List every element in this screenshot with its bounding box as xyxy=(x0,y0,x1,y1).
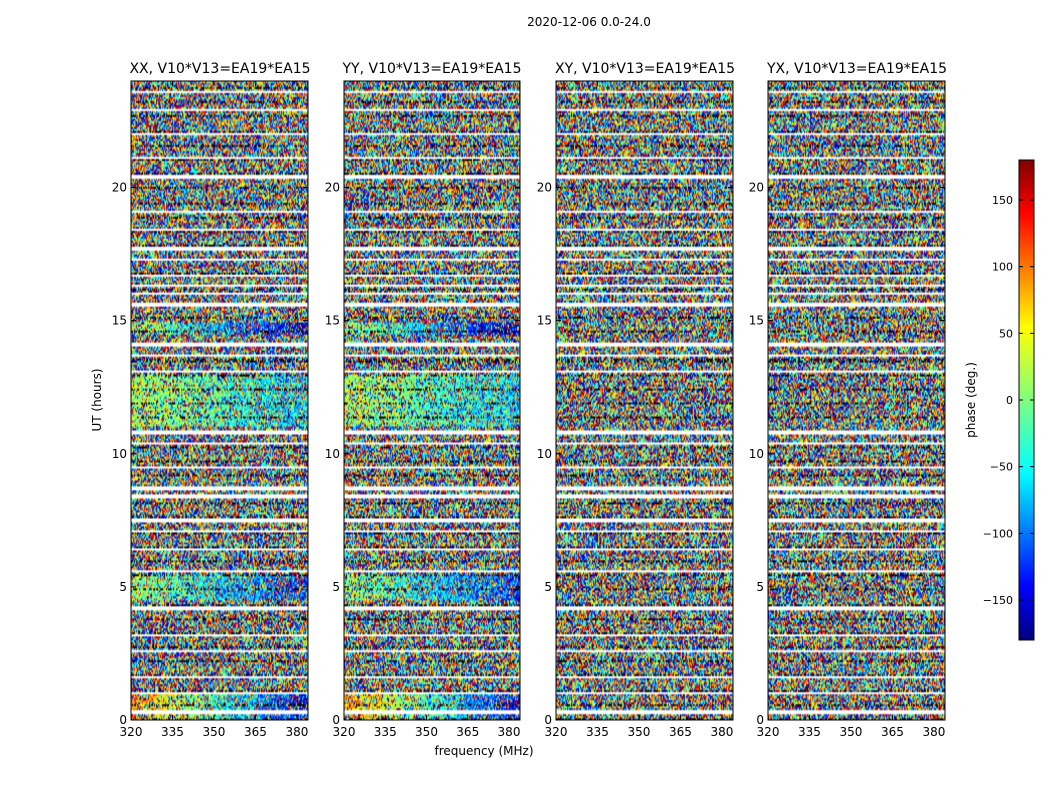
x-tick-label: 350 xyxy=(415,725,438,739)
figure-suptitle: 2020-12-06 0.0-24.0 xyxy=(527,15,651,29)
y-tick-label: 20 xyxy=(325,181,340,195)
colorbar-tick-label: 50 xyxy=(999,327,1013,340)
y-tick-label: 10 xyxy=(749,447,764,461)
colorbar-tick-label: −100 xyxy=(983,527,1013,540)
x-tick-label: 320 xyxy=(545,725,568,739)
panel-title-yx: YX, V10*V13=EA19*EA15 xyxy=(766,61,947,77)
y-tick-label: 15 xyxy=(112,314,127,328)
y-tick-label: 0 xyxy=(756,713,764,727)
y-tick-label: 0 xyxy=(544,713,552,727)
y-tick-label: 0 xyxy=(332,713,340,727)
y-tick-label: 20 xyxy=(112,181,127,195)
panel-title-xx: XX, V10*V13=EA19*EA15 xyxy=(129,61,310,77)
x-tick-label: 335 xyxy=(374,725,397,739)
y-tick-label: 5 xyxy=(544,580,552,594)
x-tick-label: 320 xyxy=(333,725,356,739)
x-tick-label: 365 xyxy=(244,725,267,739)
y-tick-label: 10 xyxy=(325,447,340,461)
colorbar-tick-label: 0 xyxy=(1006,394,1013,407)
x-tick-label: 380 xyxy=(922,725,945,739)
x-tick-label: 380 xyxy=(498,725,521,739)
x-tick-label: 335 xyxy=(798,725,821,739)
panel-frame-yy xyxy=(343,80,521,721)
y-tick-label: 10 xyxy=(112,447,127,461)
phase-heatmap-yx xyxy=(768,81,945,720)
x-tick-label: 350 xyxy=(840,725,863,739)
panel-xy: XY, V10*V13=EA19*EA15 320 335 350 365 380 0 5 1… xyxy=(537,61,735,739)
colorbar-tick-label: −150 xyxy=(983,594,1013,607)
y-tick-label: 5 xyxy=(332,580,340,594)
panel-xx: XX, V10*V13=EA19*EA15 320 335 350 365 380 0 5 1… xyxy=(112,61,311,739)
x-tick-label: 365 xyxy=(456,725,479,739)
y-axis-label: UT (hours) xyxy=(90,368,104,431)
x-axis-label: frequency (MHz) xyxy=(434,744,533,758)
y-tick-label: 15 xyxy=(537,314,552,328)
colorbar: 150 100 50 0 −50 −100 −150 phase (deg.) xyxy=(964,159,1035,641)
x-tick-label: 365 xyxy=(881,725,904,739)
x-tick-label: 335 xyxy=(586,725,609,739)
panel-title-xy: XY, V10*V13=EA19*EA15 xyxy=(555,61,735,77)
x-tick-label: 350 xyxy=(628,725,651,739)
y-tick-label: 5 xyxy=(756,580,764,594)
y-tick-label: 10 xyxy=(537,447,552,461)
phase-heatmap-xx xyxy=(131,81,308,720)
colorbar-tick-label: 150 xyxy=(992,194,1013,207)
colorbar-label: phase (deg.) xyxy=(964,362,978,438)
panel-yy: YY, V10*V13=EA19*EA15 320 335 350 365 380 0 5 1… xyxy=(325,61,522,739)
panel-frame-xx xyxy=(130,80,309,721)
colorbar-tick-label: 100 xyxy=(992,261,1013,274)
phase-heatmap-yy xyxy=(344,81,520,720)
y-tick-label: 0 xyxy=(119,713,127,727)
panel-frame-yx xyxy=(767,80,946,721)
x-tick-label: 380 xyxy=(710,725,733,739)
panel-title-yy: YY, V10*V13=EA19*EA15 xyxy=(342,61,522,77)
y-tick-label: 20 xyxy=(537,181,552,195)
x-tick-label: 320 xyxy=(757,725,780,739)
x-tick-label: 350 xyxy=(203,725,226,739)
y-tick-label: 20 xyxy=(749,181,764,195)
x-tick-label: 320 xyxy=(120,725,143,739)
panel-yx: YX, V10*V13=EA19*EA15 320 335 350 365 380 0 5 1… xyxy=(749,61,947,739)
x-tick-label: 365 xyxy=(669,725,692,739)
panel-frame-xy xyxy=(555,80,734,721)
y-tick-label: 15 xyxy=(325,314,340,328)
y-tick-label: 15 xyxy=(749,314,764,328)
x-tick-label: 380 xyxy=(285,725,308,739)
y-tick-label: 5 xyxy=(119,580,127,594)
colorbar-tick-label: −50 xyxy=(990,461,1013,474)
phase-heatmap-xy xyxy=(556,81,733,720)
x-tick-label: 335 xyxy=(161,725,184,739)
